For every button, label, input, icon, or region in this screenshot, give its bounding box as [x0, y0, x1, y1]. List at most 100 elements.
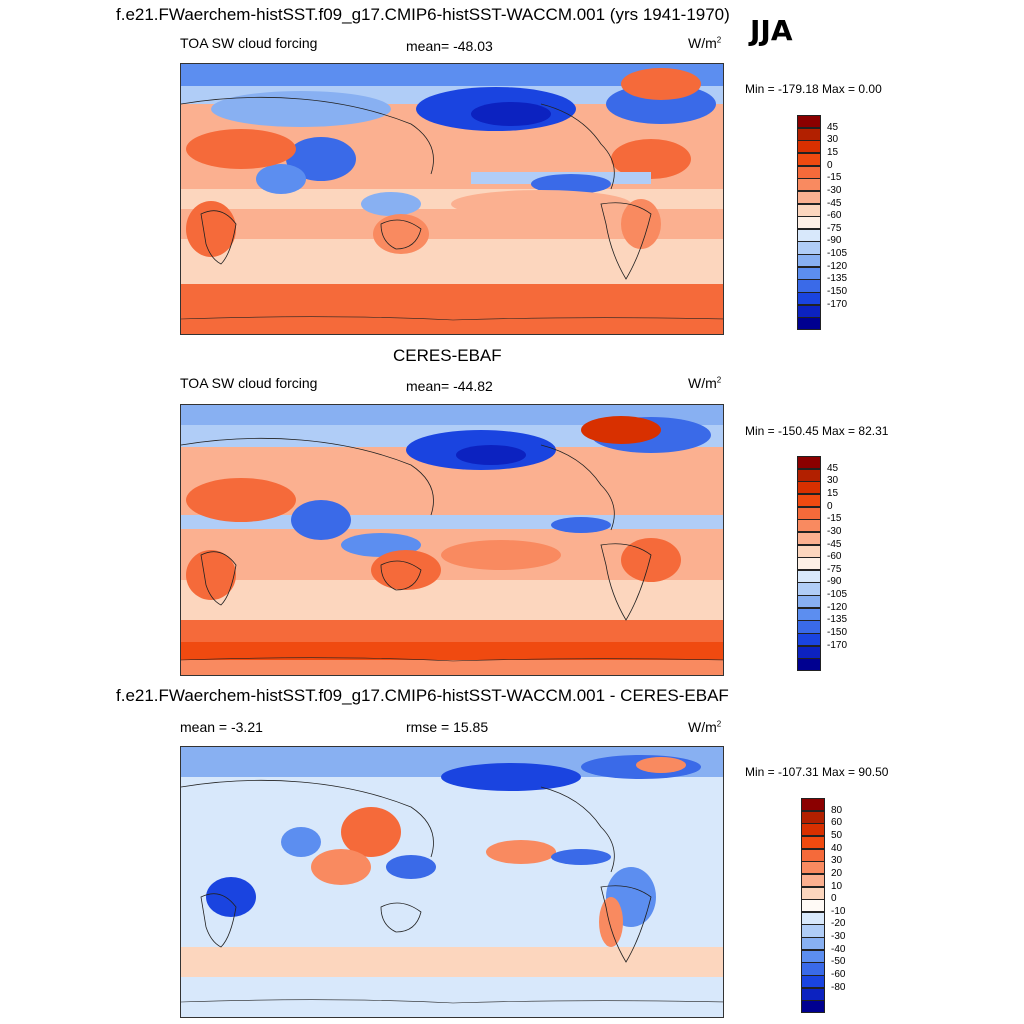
colorbar-label: -75	[827, 563, 842, 575]
colorbar-swatch	[801, 835, 825, 850]
colorbar-swatch	[797, 607, 821, 621]
colorbar-label: 30	[831, 855, 843, 867]
colorbar-swatch	[801, 949, 825, 963]
colorbar-swatch	[797, 228, 821, 242]
colorbar-swatch	[797, 165, 821, 179]
panel-2-min-max: Min = -150.45 Max = 82.31	[745, 424, 889, 438]
colorbar-swatch	[797, 152, 821, 167]
panel-2-colorbar: 45 30 15 0 -15 -30 -45 -60 -75 -90 -105 -120 -135 -15…	[797, 456, 877, 672]
colorbar-swatch	[797, 633, 821, 647]
colorbar-label: -90	[827, 576, 842, 588]
colorbar-label: -20	[831, 918, 846, 930]
colorbar-swatch	[801, 987, 825, 1001]
colorbar-swatch	[801, 798, 825, 812]
colorbar-swatch	[801, 962, 825, 976]
colorbar-swatch	[797, 519, 821, 533]
panel-3-colorbar: 80 60 50 40 30 20 10 0 -10 -20 -30 -40 -50 -60 -80	[801, 798, 881, 1014]
colorbar-swatch	[797, 582, 821, 596]
colorbar-swatch	[797, 254, 821, 268]
colorbar-swatch	[797, 190, 821, 205]
colorbar-label: -30	[827, 184, 842, 196]
colorbar-label: -135	[827, 273, 848, 285]
panel-1-colorbar: 45 30 15 0 -15 -30 -45 -60 -75 -90 -105 -120 -135 -15…	[797, 115, 877, 331]
colorbar-swatch	[801, 1000, 825, 1014]
colorbar-swatch	[797, 127, 821, 141]
colorbar-swatch	[797, 203, 821, 217]
colorbar-label: -60	[827, 210, 842, 222]
colorbar-label: -170	[827, 639, 848, 651]
colorbar-label: 80	[831, 804, 843, 816]
colorbar-label: -50	[831, 956, 846, 968]
colorbar-label: -80	[831, 981, 846, 993]
panel-3-title: f.e21.FWaerchem-histSST.f09_g17.CMIP6-hi…	[116, 686, 729, 705]
colorbar-swatch	[797, 178, 821, 192]
colorbar-swatch	[797, 569, 821, 583]
panel-2-variable-label: TOA SW cloud forcing	[180, 375, 318, 391]
colorbar-swatch	[797, 620, 821, 634]
colorbar-label: 0	[827, 500, 833, 512]
colorbar-swatch	[801, 873, 825, 888]
panel-1-min-max: Min = -179.18 Max = 0.00	[745, 82, 882, 96]
colorbar-swatch	[797, 456, 821, 470]
colorbar-label: -30	[831, 931, 846, 943]
colorbar-swatch	[797, 115, 821, 129]
colorbar-label: -40	[831, 943, 846, 955]
panel-1-map	[180, 63, 724, 335]
panel-1-units: W/m2	[688, 35, 722, 51]
colorbar-swatch	[801, 810, 825, 824]
colorbar-label: -150	[827, 627, 848, 639]
colorbar-swatch	[801, 899, 825, 913]
panel-2-units: W/m2	[688, 375, 722, 391]
panel-1-variable-label: TOA SW cloud forcing	[180, 35, 318, 51]
colorbar-swatch	[797, 279, 821, 293]
colorbar-swatch	[797, 544, 821, 558]
colorbar-label: -150	[827, 286, 848, 298]
colorbar-label: -45	[827, 197, 842, 209]
colorbar-swatch	[801, 911, 825, 925]
colorbar-swatch	[797, 595, 821, 609]
colorbar-label: -30	[827, 525, 842, 537]
colorbar-label: -135	[827, 614, 848, 626]
colorbar-swatch	[801, 937, 825, 951]
panel-3-map	[180, 746, 724, 1018]
colorbar-label: -105	[827, 248, 848, 260]
colorbar-label: 20	[831, 867, 843, 879]
panel-1-mean-label: mean= -48.03	[406, 38, 493, 54]
colorbar-label: -120	[827, 260, 848, 272]
colorbar-label: -60	[831, 969, 846, 981]
panel-1-title: f.e21.FWaerchem-histSST.f09_g17.CMIP6-hi…	[116, 5, 730, 24]
colorbar-swatch	[801, 975, 825, 989]
colorbar-swatch	[797, 304, 821, 318]
colorbar-swatch	[797, 468, 821, 482]
colorbar-label: -60	[827, 551, 842, 563]
colorbar-swatch	[797, 493, 821, 508]
colorbar-label: 45	[827, 121, 839, 133]
panel-3-mean-label: mean = -3.21	[180, 719, 263, 735]
colorbar-label: 60	[831, 817, 843, 829]
colorbar-label: -45	[827, 538, 842, 550]
colorbar-swatch	[801, 823, 825, 837]
colorbar-label: 50	[831, 829, 843, 841]
colorbar-label: -75	[827, 222, 842, 234]
panel-3-min-max: Min = -107.31 Max = 90.50	[745, 765, 889, 779]
colorbar-swatch	[797, 531, 821, 546]
colorbar-label: -15	[827, 513, 842, 525]
panel-2-mean-label: mean= -44.82	[406, 378, 493, 394]
colorbar-label: -105	[827, 589, 848, 601]
colorbar-swatch	[797, 557, 821, 571]
colorbar-label: 45	[827, 462, 839, 474]
colorbar-label: 0	[827, 159, 833, 171]
colorbar-label: -90	[827, 235, 842, 247]
panel-2-map	[180, 404, 724, 676]
colorbar-swatch	[797, 658, 821, 672]
colorbar-swatch	[797, 140, 821, 154]
colorbar-label: -10	[831, 905, 846, 917]
colorbar-label: 15	[827, 146, 839, 158]
colorbar-label: -15	[827, 172, 842, 184]
panel-2-title: CERES-EBAF	[393, 346, 502, 365]
panel-3-units: W/m2	[688, 719, 722, 735]
colorbar-label: 10	[831, 880, 843, 892]
colorbar-label: 30	[827, 134, 839, 146]
colorbar-swatch	[801, 924, 825, 938]
colorbar-swatch	[797, 506, 821, 520]
